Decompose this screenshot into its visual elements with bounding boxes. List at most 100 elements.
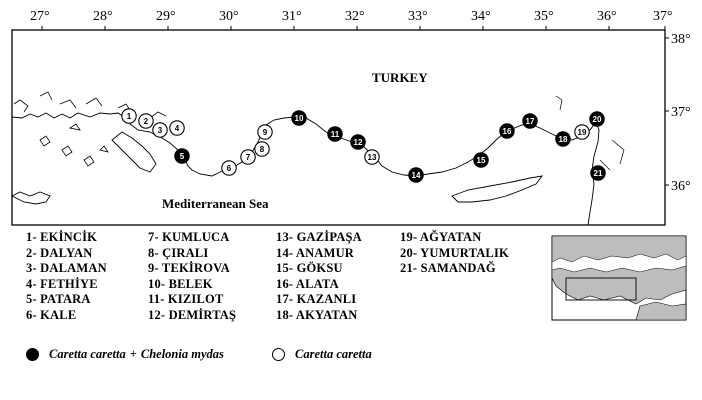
site-marker: 19: [574, 124, 590, 140]
filled-site-circle: [522, 113, 538, 129]
site-number: 10: [295, 114, 304, 123]
inset-south-land: [635, 301, 687, 321]
longitude-label: 34°: [471, 9, 491, 24]
legend-site: 18- AKYATAN: [276, 307, 358, 322]
site-marker: 4: [169, 120, 185, 136]
site-number: 6: [227, 164, 232, 173]
site-marker: 21: [590, 165, 606, 181]
site-marker: 18: [555, 131, 571, 147]
legend-column-3: 13- GAZİPAŞA 14- ANAMUR 15- GÖKSU 16- AL…: [276, 230, 362, 323]
eastern-border: [555, 95, 625, 171]
country-label: TURKEY: [372, 70, 428, 85]
legend-site: 15- GÖKSU: [276, 261, 343, 275]
site-number: 8: [260, 145, 265, 154]
legend-site: 6- KALE: [26, 307, 77, 322]
filled-site-circle: [174, 148, 190, 164]
small-islands: [39, 123, 109, 167]
site-marker: 8: [254, 141, 270, 157]
site-number: 4: [175, 124, 180, 133]
filled-site-circle: [408, 167, 424, 183]
filled-site-circle: [499, 123, 515, 139]
longitude-ticks: [41, 26, 666, 30]
legend-site: 14- ANAMUR: [276, 245, 355, 260]
open-site-circle: [364, 149, 380, 165]
latitude-label: 37°: [671, 105, 691, 120]
site-marker: 13: [364, 149, 380, 165]
longitude-label: 28°: [93, 9, 113, 24]
longitude-labels: 27° 28° 29° 30° 31° 32° 33° 34° 35° 36° 37°: [30, 9, 673, 24]
filled-site-circle: [590, 165, 606, 181]
key-open-species: Caretta caretta: [295, 347, 372, 361]
inset-sea: [551, 253, 687, 273]
map-frame: [11, 29, 666, 226]
site-number: 5: [180, 152, 185, 161]
site-marker: 17: [522, 113, 538, 129]
legend-site: 19- AĞYATAN: [400, 230, 482, 244]
inset-landmass: [551, 235, 687, 305]
site-number: 18: [559, 135, 568, 144]
inset-map: [551, 235, 687, 321]
rhodes-island: [111, 131, 157, 173]
site-marker: 9: [257, 124, 273, 140]
key-filled-plus: +: [129, 347, 137, 361]
site-number: 2: [144, 117, 149, 126]
longitude-label: 36°: [597, 9, 617, 24]
site-number: 13: [368, 153, 377, 162]
filled-site-circle: [291, 110, 307, 126]
legend-site: 5- PATARA: [26, 292, 91, 306]
inset-study-area: [565, 277, 637, 301]
site-number: 9: [263, 128, 268, 137]
site-marker: 20: [589, 111, 605, 127]
site-number: 15: [477, 156, 486, 165]
latitude-label: 38°: [671, 32, 691, 47]
filled-site-circle: [473, 152, 489, 168]
filled-site-circle: [350, 134, 366, 150]
cyprus-island: [451, 175, 544, 203]
open-site-circle: [257, 124, 273, 140]
legend-column-4: 19- AĞYATAN 20- YUMURTALIK 21- SAMANDAĞ: [400, 230, 509, 277]
site-marker: 7: [240, 149, 256, 165]
legend-site: 17- KAZANLI: [276, 292, 357, 306]
legend-site: 3- DALAMAN: [26, 261, 107, 275]
latitude-label: 36°: [671, 179, 691, 194]
open-site-circle: [169, 120, 185, 136]
legend-site: 16- ALATA: [276, 276, 339, 291]
site-number: 3: [158, 126, 163, 135]
open-site-circle: [574, 124, 590, 140]
longitude-label: 30°: [219, 9, 239, 24]
site-number: 16: [503, 127, 512, 136]
site-number: 14: [412, 171, 421, 180]
open-site-circle: [138, 113, 154, 129]
site-marker: 2: [138, 113, 154, 129]
key-filled-species-2: Chelonia mydas: [140, 347, 224, 361]
site-number: 19: [578, 128, 587, 137]
site-marker: 5: [174, 148, 190, 164]
longitude-label: 29°: [156, 9, 176, 24]
filled-circle-icon: [26, 348, 39, 361]
legend-site: 13- GAZİPAŞA: [276, 230, 362, 244]
latitude-labels: 38° 37° 36°: [671, 32, 691, 194]
site-marker: 16: [499, 123, 515, 139]
longitude-label: 32°: [345, 9, 365, 24]
open-circle-icon: [272, 348, 285, 361]
open-site-circle: [254, 141, 270, 157]
key-filled-species-1: Caretta caretta: [49, 347, 126, 361]
sea-label: Mediterranean Sea: [162, 196, 269, 211]
site-marker: 10: [291, 110, 307, 126]
site-marker: 15: [473, 152, 489, 168]
longitude-label: 33°: [408, 9, 428, 24]
site-marker: 11: [327, 126, 343, 142]
longitude-label: 35°: [534, 9, 554, 24]
legend-site: 1- EKİNCİK: [26, 230, 98, 244]
legend-site: 10- BELEK: [148, 276, 213, 291]
legend-site: 2- DALYAN: [26, 245, 93, 260]
legend-site: 4- FETHİYE: [26, 276, 98, 291]
longitude-label: 37°: [653, 9, 673, 24]
legend-site: 20- YUMURTALIK: [400, 245, 509, 260]
open-site-circle: [240, 149, 256, 165]
site-number: 12: [354, 138, 363, 147]
open-site-circle: [152, 122, 168, 138]
filled-site-circle: [327, 126, 343, 142]
